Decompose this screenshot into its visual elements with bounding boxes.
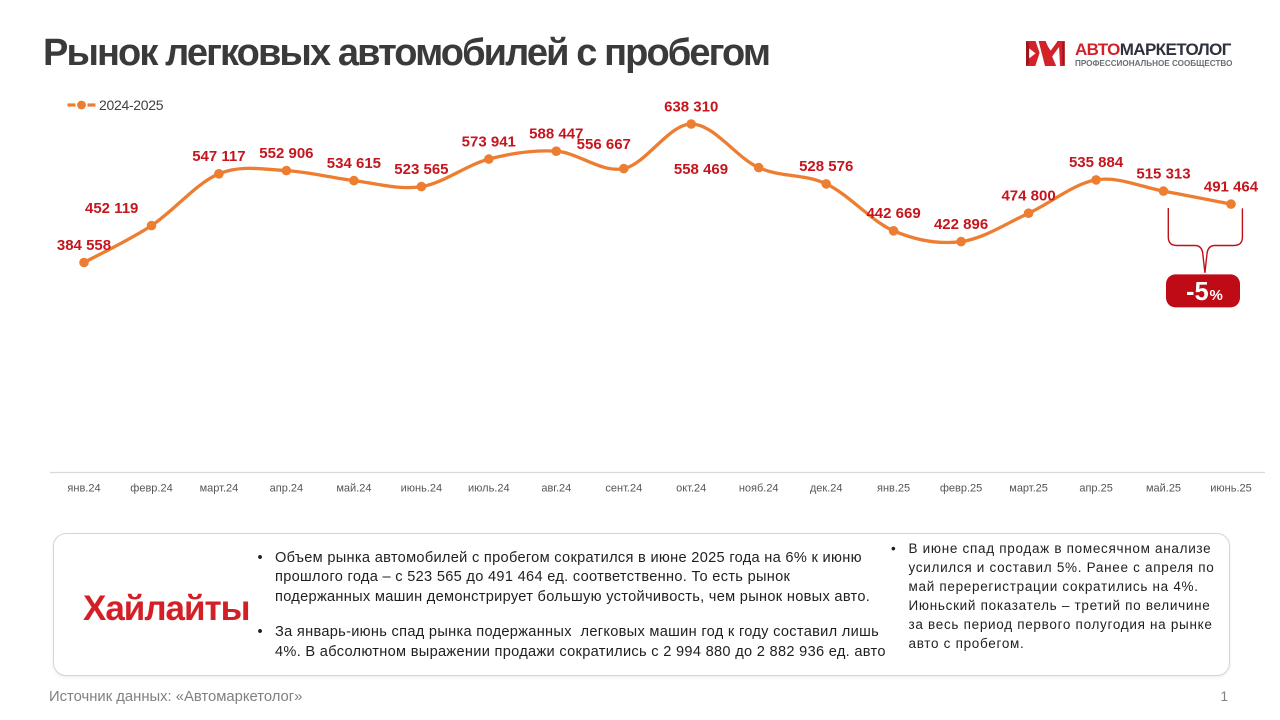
svg-text:апр.24: апр.24 <box>270 483 303 495</box>
svg-text:573 941: 573 941 <box>462 133 516 150</box>
svg-text:-5: -5 <box>1186 278 1209 306</box>
svg-text:474 800: 474 800 <box>1001 188 1055 205</box>
svg-text:528 576: 528 576 <box>799 158 853 175</box>
svg-text:июль.24: июль.24 <box>468 483 510 495</box>
svg-text:523 565: 523 565 <box>394 161 448 178</box>
svg-text:547 117: 547 117 <box>192 148 245 165</box>
svg-text:июнь.25: июнь.25 <box>1210 483 1252 495</box>
svg-text:452 119: 452 119 <box>85 200 138 217</box>
svg-text:февр.25: февр.25 <box>940 483 982 495</box>
svg-text:май.24: май.24 <box>336 483 371 495</box>
svg-text:апр.25: апр.25 <box>1079 483 1112 495</box>
svg-text:нояб.24: нояб.24 <box>739 483 779 495</box>
svg-text:февр.24: февр.24 <box>130 483 172 495</box>
svg-text:534 615: 534 615 <box>327 155 381 172</box>
svg-text:552 906: 552 906 <box>259 145 313 162</box>
svg-text:535 884: 535 884 <box>1069 154 1124 171</box>
svg-text:окт.24: окт.24 <box>676 483 706 495</box>
svg-text:янв.24: янв.24 <box>67 483 100 495</box>
svg-text:556 667: 556 667 <box>577 136 631 153</box>
svg-text:558 469: 558 469 <box>674 161 728 178</box>
svg-text:491 464: 491 464 <box>1204 178 1259 195</box>
svg-text:март.25: март.25 <box>1009 483 1048 495</box>
svg-text:дек.24: дек.24 <box>810 483 843 495</box>
svg-text:422 896: 422 896 <box>934 216 988 233</box>
svg-text:май.25: май.25 <box>1146 483 1181 495</box>
svg-text:384 558: 384 558 <box>57 237 111 254</box>
svg-text:%: % <box>1210 287 1223 304</box>
svg-text:588 447: 588 447 <box>529 126 583 143</box>
svg-text:июнь.24: июнь.24 <box>401 483 443 495</box>
svg-text:515 313: 515 313 <box>1136 165 1190 182</box>
svg-text:март.24: март.24 <box>200 483 239 495</box>
svg-text:сент.24: сент.24 <box>605 483 642 495</box>
svg-text:638 310: 638 310 <box>664 98 718 115</box>
svg-text:янв.25: янв.25 <box>877 483 910 495</box>
svg-text:442 669: 442 669 <box>866 205 920 222</box>
svg-text:авг.24: авг.24 <box>541 483 571 495</box>
